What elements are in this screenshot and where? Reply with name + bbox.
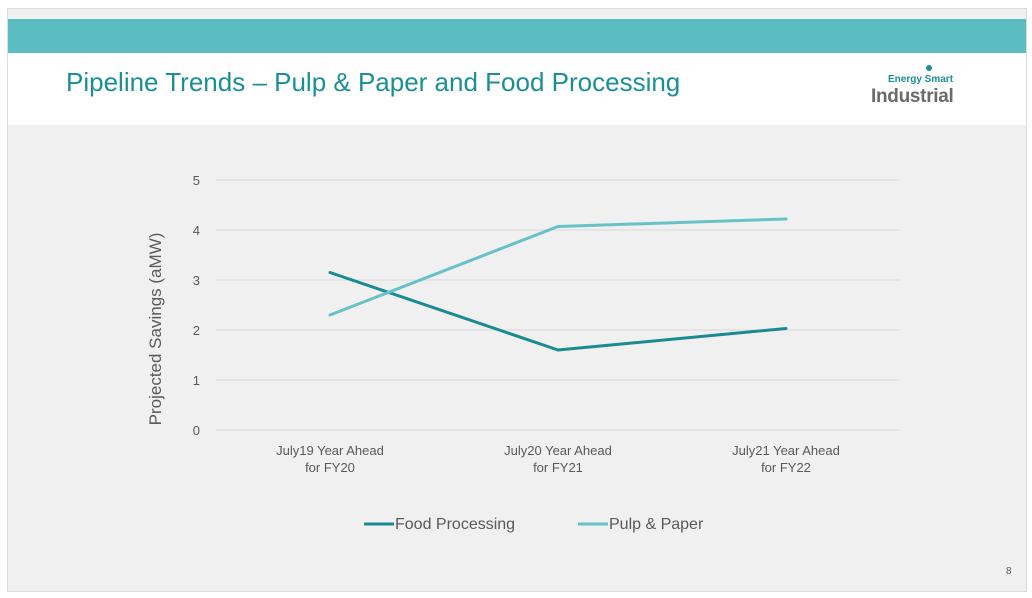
line-chart: 0 1 2 3 4 5 July19 Year Ahead for FY20 July20 Y… — [146, 173, 900, 533]
y-tick-label: 3 — [193, 273, 200, 288]
data-point — [328, 271, 332, 274]
legend-label: Food Processing — [395, 516, 515, 533]
data-point — [784, 217, 788, 221]
slide: Pipeline Trends – Pulp & Paper and Food … — [8, 9, 1026, 591]
y-tick-label: 1 — [193, 373, 200, 388]
slide-title: Pipeline Trends – Pulp & Paper and Food … — [66, 67, 681, 97]
legend-label: Pulp & Paper — [609, 516, 704, 533]
y-tick-label: 5 — [193, 173, 200, 188]
y-tick-label: 4 — [193, 223, 200, 238]
x-tick-labels: July19 Year Ahead for FY20 July20 Year Ahe… — [276, 443, 840, 475]
logo-line2: Industrial — [871, 86, 954, 107]
data-point — [556, 225, 560, 228]
x-tick-label: July19 Year Ahead for FY20 — [276, 443, 384, 475]
data-point — [784, 327, 788, 330]
series-line-pulp-paper — [329, 217, 787, 317]
y-tick-label: 0 — [193, 423, 200, 438]
x-tick-label: July20 Year Ahead for FY21 — [504, 443, 612, 475]
data-point — [556, 348, 560, 352]
logo-line1: Energy Smart — [888, 74, 954, 85]
legend: Food Processing Pulp & Paper — [364, 516, 704, 533]
slide-header: Pipeline Trends – Pulp & Paper and Food … — [8, 53, 1026, 125]
series-lines — [328, 217, 788, 352]
y-tick-labels: 0 1 2 3 4 5 — [193, 173, 200, 438]
x-tick-label: July21 Year Ahead for FY22 — [732, 443, 840, 475]
legend-item: Pulp & Paper — [578, 516, 704, 533]
top-accent-bar — [8, 19, 1026, 53]
legend-item: Food Processing — [364, 516, 515, 533]
logo-dot-icon — [926, 65, 932, 71]
grid-lines — [216, 179, 900, 431]
energy-smart-industrial-logo: Energy Smart Industrial — [866, 61, 986, 117]
y-tick-label: 2 — [193, 323, 200, 338]
data-point — [328, 313, 332, 317]
series-line-food-processing — [329, 271, 787, 352]
y-axis-label: Projected Savings (aMW) — [146, 233, 165, 426]
page-number: 8 — [1006, 566, 1012, 577]
